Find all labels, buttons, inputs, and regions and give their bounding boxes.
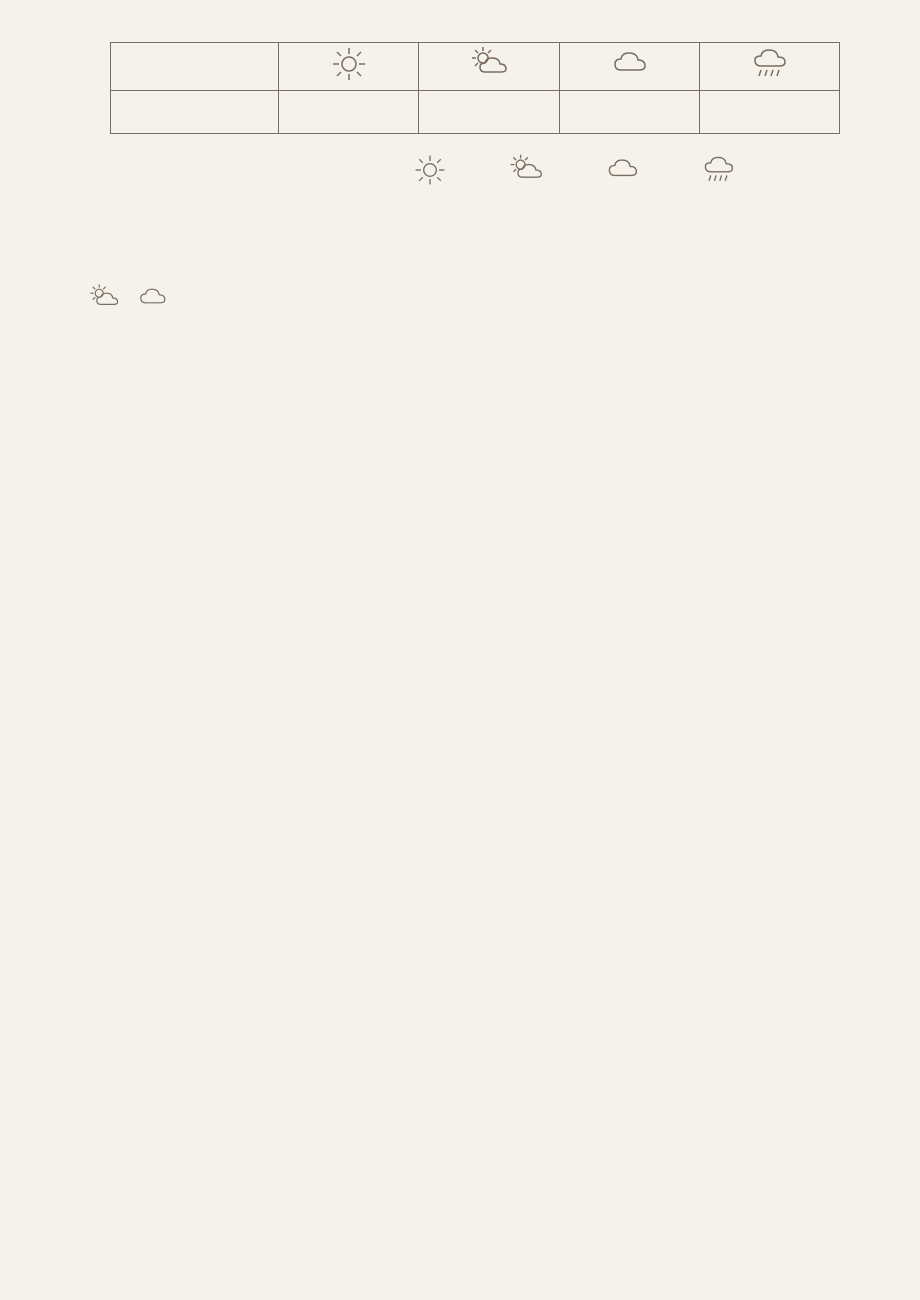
chart-x-axis (364, 152, 880, 188)
stats-col-sun (279, 43, 419, 91)
stats-blank[interactable] (559, 91, 699, 134)
stats-row1-label (111, 43, 279, 91)
cloud-icon (600, 152, 644, 188)
stats-col-partly (419, 43, 559, 91)
blank[interactable] (176, 276, 232, 320)
stats-blank[interactable] (419, 91, 559, 134)
stats-table (110, 42, 840, 134)
stats-col-rain (699, 43, 839, 91)
blank[interactable] (80, 232, 136, 276)
cloud-icon (128, 282, 176, 314)
blank[interactable] (80, 188, 164, 232)
partly-icon (80, 282, 128, 314)
partly-icon (504, 152, 548, 188)
stats-blank[interactable] (699, 91, 839, 134)
stats-row2-label (111, 91, 279, 134)
sun-icon (408, 152, 452, 188)
blank[interactable] (136, 232, 192, 276)
rain-icon (696, 152, 740, 188)
fill-questions (80, 188, 880, 320)
stats-blank[interactable] (279, 91, 419, 134)
stats-col-cloud (559, 43, 699, 91)
